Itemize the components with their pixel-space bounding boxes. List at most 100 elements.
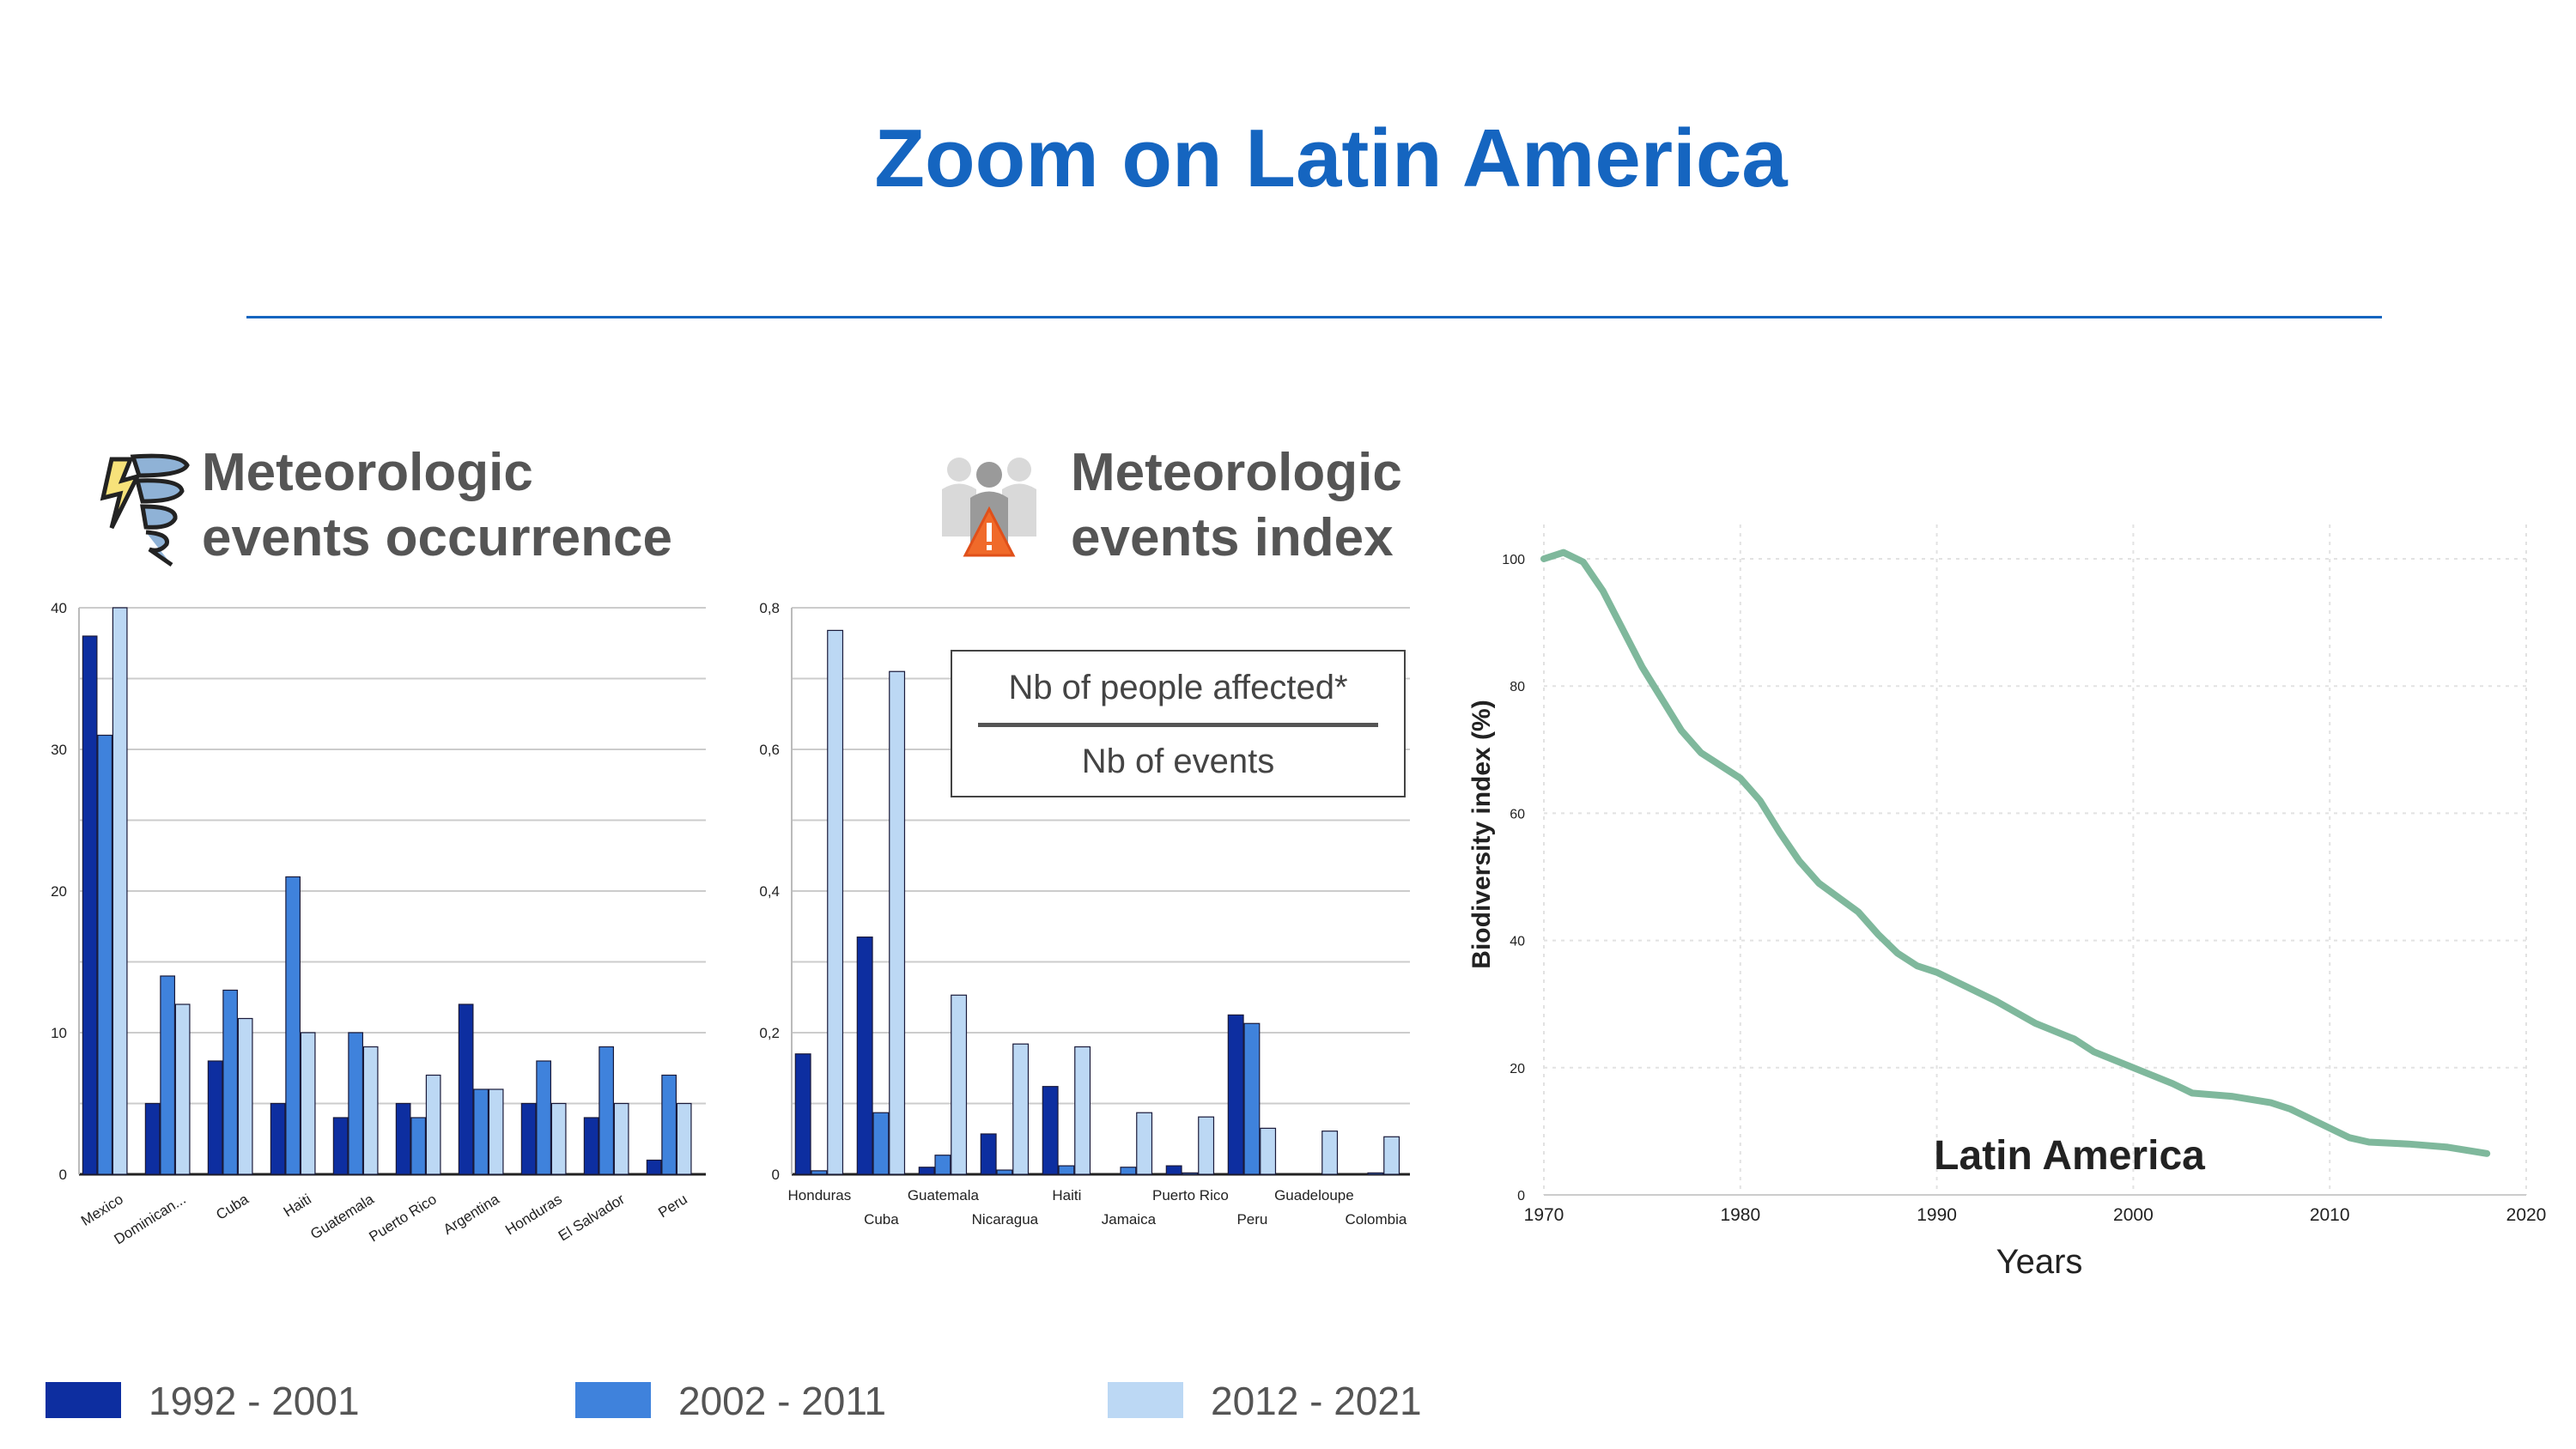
bar <box>348 1032 364 1175</box>
bar <box>1074 1046 1091 1175</box>
bar <box>520 1102 537 1175</box>
bar <box>996 1169 1013 1175</box>
bar <box>270 1102 286 1175</box>
bar <box>160 975 176 1175</box>
x-tick-label: 1970 <box>1524 1205 1564 1225</box>
legend-swatch <box>575 1382 651 1418</box>
bar <box>613 1102 629 1175</box>
bar <box>174 1003 191 1175</box>
x-tick-label: Guatemala <box>908 1187 980 1203</box>
occurrence-title: Meteorologic events occurrence <box>202 440 672 571</box>
bar <box>934 1155 951 1175</box>
x-tick-label: Peru <box>1236 1211 1267 1228</box>
x-tick-label: Colombia <box>1345 1211 1406 1228</box>
occurrence-title-line1: Meteorologic <box>202 443 533 502</box>
y-tick-label: 40 <box>51 600 67 616</box>
ratio-denominator: Nb of events <box>1081 743 1275 780</box>
bar <box>1182 1172 1199 1175</box>
bar <box>918 1167 935 1175</box>
bar <box>676 1102 692 1175</box>
y-tick-label: 20 <box>1510 1062 1525 1076</box>
bar <box>1120 1167 1137 1175</box>
bar <box>856 937 873 1175</box>
y-tick-label: 0,8 <box>759 600 780 616</box>
affected-people-warning-icon <box>942 458 1036 557</box>
bar <box>1367 1172 1384 1175</box>
x-tick-label: Nicaragua <box>972 1211 1039 1228</box>
bar <box>97 734 113 1175</box>
bar <box>488 1088 504 1175</box>
x-tick-label: Puerto Rico <box>1152 1187 1229 1203</box>
legend-label: 2002 - 2011 <box>678 1379 887 1423</box>
index-title-line1: Meteorologic <box>1071 443 1402 502</box>
bar <box>583 1117 599 1175</box>
x-tick-label: 2000 <box>2113 1205 2154 1225</box>
bar <box>395 1102 411 1175</box>
y-tick-label: 100 <box>1502 553 1525 567</box>
x-tick-label: 2020 <box>2506 1205 2547 1225</box>
x-tick-label: Haiti <box>1052 1187 1081 1203</box>
bar <box>300 1032 316 1175</box>
y-tick-label: 0,4 <box>759 883 780 900</box>
series-line-latin-america <box>1540 549 2491 1157</box>
y-tick-label: 60 <box>1510 807 1525 822</box>
x-axis-title: Years <box>1996 1243 2083 1281</box>
title-divider <box>246 316 2382 318</box>
bar <box>794 1053 811 1175</box>
bar <box>661 1074 677 1175</box>
bar <box>1260 1127 1277 1175</box>
bar <box>1165 1165 1182 1175</box>
bar <box>872 1112 890 1175</box>
bar <box>458 1003 474 1175</box>
bar <box>222 989 239 1175</box>
bar <box>827 629 844 1175</box>
bar <box>237 1017 253 1175</box>
bar <box>1058 1165 1075 1175</box>
bar <box>951 994 968 1175</box>
bar <box>1198 1116 1215 1175</box>
bar <box>362 1046 379 1175</box>
bar <box>1136 1112 1153 1175</box>
bar <box>207 1060 223 1175</box>
bar <box>410 1117 427 1175</box>
tornado-icon <box>100 453 190 567</box>
y-tick-label: 80 <box>1510 680 1525 694</box>
bar <box>1227 1014 1244 1175</box>
bar <box>1012 1043 1030 1175</box>
x-tick-label: 1980 <box>1720 1205 1760 1225</box>
bar <box>112 607 128 1175</box>
bar <box>332 1117 349 1175</box>
x-tick-label: Cuba <box>864 1211 899 1228</box>
bar <box>144 1102 161 1175</box>
slide-title: Zoom on Latin America <box>874 112 1788 204</box>
y-tick-label: 0,6 <box>759 742 780 758</box>
bar <box>980 1133 997 1175</box>
legend-label: 2012 - 2021 <box>1211 1379 1422 1423</box>
y-tick-label: 0 <box>1517 1189 1525 1203</box>
bar <box>550 1102 567 1175</box>
bar <box>425 1074 441 1175</box>
legend-label: 1992 - 2001 <box>149 1379 360 1423</box>
y-tick-label: 0 <box>772 1167 780 1183</box>
bar <box>1383 1136 1400 1175</box>
y-tick-label: 40 <box>1510 935 1525 949</box>
bar <box>811 1170 828 1175</box>
ratio-numerator: Nb of people affected* <box>1008 669 1348 706</box>
x-tick-label: Honduras <box>788 1187 852 1203</box>
y-tick-label: 0 <box>59 1167 67 1183</box>
bar <box>536 1060 552 1175</box>
x-tick-label: Jamaica <box>1102 1211 1157 1228</box>
index-title-line2: events index <box>1071 508 1394 567</box>
bar <box>1042 1086 1059 1175</box>
bar <box>1321 1131 1339 1175</box>
fraction-bar <box>978 723 1378 727</box>
series-annotation-label: Latin America <box>1934 1133 2205 1179</box>
bar <box>646 1159 662 1175</box>
bar <box>473 1088 489 1175</box>
y-axis-title: Biodiversity index (%) <box>1467 700 1496 968</box>
legend-swatch <box>1108 1382 1183 1418</box>
y-tick-label: 30 <box>51 742 67 758</box>
x-tick-label: 1990 <box>1917 1205 1957 1225</box>
